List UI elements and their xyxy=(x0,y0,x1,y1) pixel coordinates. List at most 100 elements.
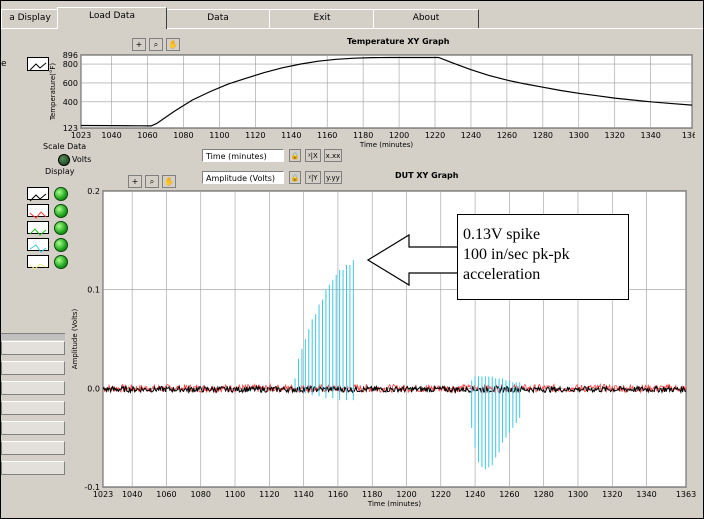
y-tick-label: 600 xyxy=(63,79,78,88)
tab-about[interactable]: About xyxy=(373,9,479,28)
pan-tool-icon[interactable]: ✋ xyxy=(162,175,176,188)
black-series-line xyxy=(102,384,687,395)
sidebar-field[interactable] xyxy=(1,361,65,375)
x-format-button[interactable]: x.xx xyxy=(324,149,342,162)
sidebar-field[interactable] xyxy=(1,401,65,415)
temp-graph-title: Temperature XY Graph xyxy=(347,37,450,46)
temperature-graph[interactable]: 1023 1040 1060 1080 1100 1120 1140 1160 1180 1200… xyxy=(45,49,695,161)
legend-line xyxy=(29,244,47,253)
volts-led-indicator[interactable] xyxy=(58,154,70,166)
x-tick-label: 1340 xyxy=(640,131,660,140)
pan-tool-icon[interactable]: ✋ xyxy=(166,38,180,51)
y-tick-label: 0.1 xyxy=(87,286,100,295)
y-axis-name-field[interactable]: Amplitude (Volts) xyxy=(202,171,284,184)
x-tick-label: 1120 xyxy=(245,131,265,140)
crosshair-tool-icon[interactable]: + xyxy=(128,175,142,188)
x-tick-label: 1160 xyxy=(317,131,337,140)
y-tick-label: -0.1 xyxy=(84,483,100,492)
tab-strip: a Display Load Data Data Exit About xyxy=(1,7,703,29)
plot-visible-led[interactable] xyxy=(54,221,68,235)
plot-visible-led[interactable] xyxy=(54,255,68,269)
x-tick-label: 1260 xyxy=(497,131,517,140)
sidebar-field[interactable] xyxy=(1,381,65,395)
line-sample-icon xyxy=(29,211,47,219)
line-sample-icon xyxy=(29,193,47,202)
x-tick-label: 1320 xyxy=(602,490,622,499)
x-tick-label: 1140 xyxy=(281,131,301,140)
x-tick-label: 1120 xyxy=(259,490,279,499)
line-sample-icon xyxy=(29,263,47,270)
plot-visible-led[interactable] xyxy=(54,187,68,201)
callout-line: acceleration xyxy=(463,266,541,283)
legend-line xyxy=(29,193,47,202)
x-tick-label: 1280 xyxy=(533,131,553,140)
x-tick-label: 1140 xyxy=(293,490,313,499)
legend-item[interactable] xyxy=(27,255,77,270)
plot-visible-led[interactable] xyxy=(54,204,68,218)
x-tick-label: 1220 xyxy=(425,131,445,140)
x-scale-button[interactable]: ᵡ|X xyxy=(305,149,321,162)
legend-item[interactable] xyxy=(27,204,77,219)
callout-line: 100 in/sec pk-pk xyxy=(463,246,570,263)
temp-legend-swatch[interactable] xyxy=(27,57,49,71)
x-lock-icon[interactable]: 🔒 xyxy=(289,149,301,162)
y-lock-icon[interactable]: 🔒 xyxy=(289,171,301,184)
sidebar-field[interactable] xyxy=(1,461,65,475)
tab-label: About xyxy=(412,13,440,23)
x-tick-label: 1320 xyxy=(605,131,625,140)
y-tick-label: 800 xyxy=(63,60,78,69)
temp-grid xyxy=(80,54,693,129)
temp-x-axis-label: Time (minutes) xyxy=(359,141,413,149)
legend-swatch xyxy=(27,238,49,253)
left-edge-marker: e xyxy=(1,59,7,69)
x-tick-label: 1023 xyxy=(71,131,91,140)
legend-swatch xyxy=(27,255,49,270)
tab-label: Data xyxy=(207,13,229,23)
legend-swatch xyxy=(27,204,49,219)
callout-arrow xyxy=(367,233,460,287)
x-tick-label: 1080 xyxy=(191,490,211,499)
tab-data[interactable]: Data xyxy=(165,9,271,28)
sidebar-field[interactable] xyxy=(1,341,65,355)
x-tick-label: 1340 xyxy=(636,490,656,499)
sidebar-field[interactable] xyxy=(1,441,65,455)
x-tick-label: 1363 xyxy=(676,490,696,499)
legend-swatch xyxy=(27,187,49,202)
x-tick-label: 1080 xyxy=(173,131,193,140)
x-axis-name-field[interactable]: Time (minutes) xyxy=(202,149,284,162)
y-format-button[interactable]: y.yy xyxy=(324,171,342,184)
tab-label: Load Data xyxy=(89,11,135,21)
y-scale-button[interactable]: ᵡ|Y xyxy=(305,171,321,184)
legend-item[interactable] xyxy=(27,221,77,236)
x-tick-label: 1100 xyxy=(225,490,245,499)
zoom-tool-icon[interactable]: ⌕ xyxy=(145,175,159,188)
tab-display[interactable]: a Display xyxy=(1,9,59,28)
legend-item[interactable] xyxy=(27,238,77,253)
x-tick-label: 1363 xyxy=(682,131,695,140)
x-tick-label: 1040 xyxy=(101,131,121,140)
dut-y-axis-label: Amplitude (Volts) xyxy=(71,309,79,370)
crosshair-tool-icon[interactable]: + xyxy=(132,38,146,51)
tab-divider xyxy=(1,28,703,29)
temperature-series-line xyxy=(80,56,693,127)
volts-label: Volts xyxy=(72,155,92,164)
legend-swatch xyxy=(27,221,49,236)
x-tick-label: 1180 xyxy=(362,490,382,499)
x-tick-label: 1300 xyxy=(569,131,589,140)
tab-exit[interactable]: Exit xyxy=(269,9,375,28)
zoom-tool-icon[interactable]: ⌕ xyxy=(149,38,163,51)
display-label: Display xyxy=(45,167,75,176)
legend-line xyxy=(29,211,47,219)
x-tick-label: 1023 xyxy=(93,490,113,499)
temp-y-axis-label: Temperature(°F) xyxy=(49,63,57,122)
sidebar-field[interactable] xyxy=(1,421,65,435)
tab-label: Exit xyxy=(313,13,331,23)
legend-line xyxy=(29,263,47,270)
plot-visible-led[interactable] xyxy=(54,238,68,252)
legend-item[interactable] xyxy=(27,187,77,202)
x-tick-label: 1060 xyxy=(137,131,157,140)
annotation-callout: 0.13V spike 100 in/sec pk-pk acceleratio… xyxy=(457,214,629,300)
tab-load-data[interactable]: Load Data xyxy=(57,7,167,29)
x-tick-label: 1060 xyxy=(156,490,176,499)
